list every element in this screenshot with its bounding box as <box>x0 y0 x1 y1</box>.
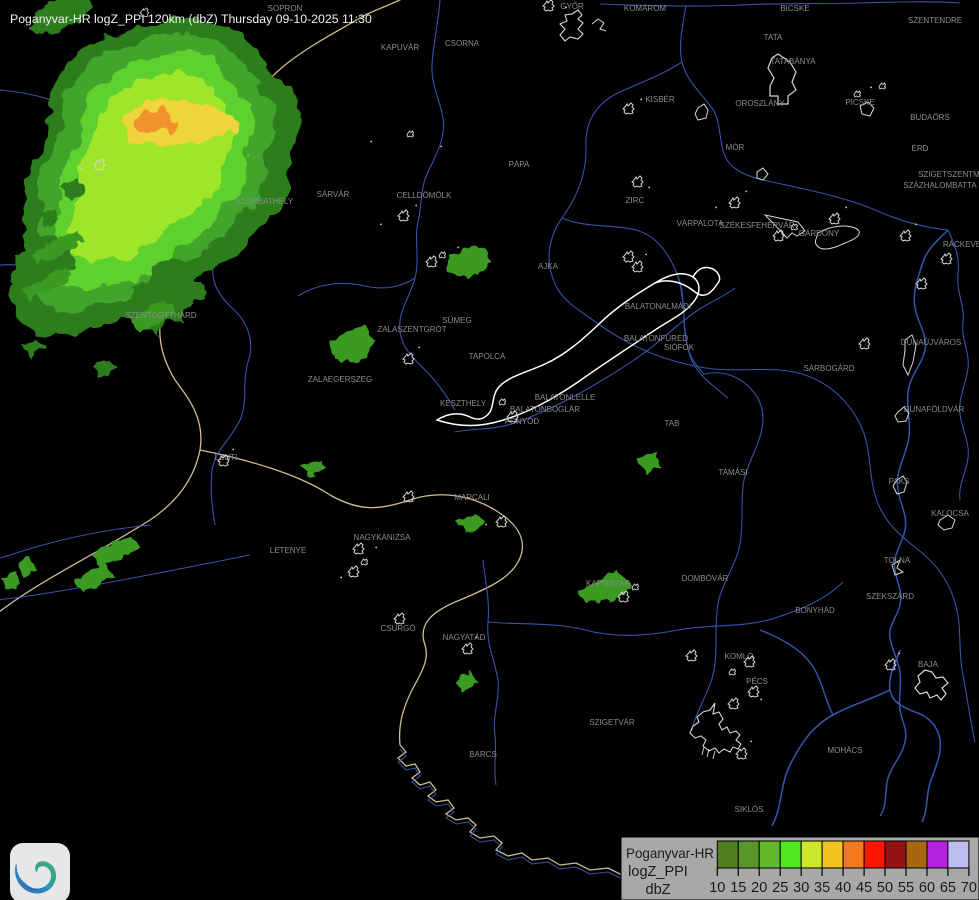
svg-text:SOPRON: SOPRON <box>268 4 303 13</box>
svg-text:SZOMBATHELY: SZOMBATHELY <box>235 197 294 206</box>
svg-text:VÁRPALOTA: VÁRPALOTA <box>677 219 724 228</box>
svg-text:PICSKE: PICSKE <box>845 98 874 107</box>
svg-text:ZALASZENTGRÓT: ZALASZENTGRÓT <box>377 325 446 334</box>
svg-text:Poganyvar-HR: Poganyvar-HR <box>626 845 714 861</box>
svg-text:60: 60 <box>919 880 935 896</box>
svg-text:TOLNA: TOLNA <box>884 556 911 565</box>
svg-text:logZ_PPI: logZ_PPI <box>628 864 688 880</box>
svg-text:TAMÁSI: TAMÁSI <box>718 468 747 477</box>
svg-text:TATA: TATA <box>764 33 783 42</box>
svg-text:KAPOSVÁR: KAPOSVÁR <box>586 579 630 588</box>
svg-text:20: 20 <box>751 880 767 896</box>
svg-text:KOMÁROM: KOMÁROM <box>624 4 667 13</box>
svg-text:65: 65 <box>940 880 956 896</box>
svg-text:PAKS: PAKS <box>889 477 910 486</box>
svg-text:TAPOLCA: TAPOLCA <box>469 352 506 361</box>
svg-text:AJKA: AJKA <box>538 262 559 271</box>
svg-text:10: 10 <box>709 880 725 896</box>
svg-text:RÁCKEVE: RÁCKEVE <box>943 240 979 249</box>
svg-text:BALATONBOGLÁR: BALATONBOGLÁR <box>510 405 580 414</box>
svg-text:OROSZLÁNY: OROSZLÁNY <box>735 99 785 108</box>
svg-text:35: 35 <box>814 880 830 896</box>
svg-text:CSURGÓ: CSURGÓ <box>380 624 415 633</box>
svg-text:25: 25 <box>772 880 788 896</box>
svg-text:50: 50 <box>877 880 893 896</box>
svg-text:55: 55 <box>898 880 914 896</box>
svg-text:SZIGETVÁR: SZIGETVÁR <box>589 718 635 727</box>
svg-text:SZENTGOTTHÁRD: SZENTGOTTHÁRD <box>125 311 196 320</box>
svg-text:BALATONALMÁDI: BALATONALMÁDI <box>625 302 691 311</box>
svg-text:CSORNA: CSORNA <box>445 39 480 48</box>
svg-text:ZIRC: ZIRC <box>626 196 645 205</box>
svg-text:SZIGETSZENTM.: SZIGETSZENTM. <box>918 170 979 179</box>
svg-text:KISBÉR: KISBÉR <box>645 95 675 104</box>
svg-text:BARCS: BARCS <box>469 750 497 759</box>
svg-text:GYŐR: GYŐR <box>560 2 584 11</box>
svg-text:BICSKE: BICSKE <box>780 4 809 13</box>
svg-text:SZÁZHALOMBATTA: SZÁZHALOMBATTA <box>903 181 977 190</box>
svg-text:NAGYATÁD: NAGYATÁD <box>443 633 486 642</box>
svg-text:Poganyvar-HR logZ_PPI 120km (d: Poganyvar-HR logZ_PPI 120km (dbZ) Thursd… <box>10 12 372 26</box>
svg-text:LETENYE: LETENYE <box>270 546 306 555</box>
svg-text:SZENTENDRE: SZENTENDRE <box>908 16 962 25</box>
svg-text:KOMLÓ: KOMLÓ <box>725 652 754 661</box>
svg-text:PÉCS: PÉCS <box>746 677 768 686</box>
svg-text:SÜMEG: SÜMEG <box>442 316 471 325</box>
svg-text:DUNAFÖLDVÁR: DUNAFÖLDVÁR <box>904 405 965 414</box>
svg-text:GÁRDONY: GÁRDONY <box>799 229 840 238</box>
svg-text:BAJA: BAJA <box>918 660 939 669</box>
svg-text:30: 30 <box>793 880 809 896</box>
svg-text:BUDAÖRS: BUDAÖRS <box>910 113 950 122</box>
svg-text:ZALAEGERSZEG: ZALAEGERSZEG <box>308 375 372 384</box>
svg-text:DUNAÚJVÁROS: DUNAÚJVÁROS <box>901 338 961 347</box>
svg-text:40: 40 <box>835 880 851 896</box>
svg-text:KESZTHELY: KESZTHELY <box>440 399 487 408</box>
svg-text:dbZ: dbZ <box>646 882 671 898</box>
svg-text:MARCALI: MARCALI <box>454 493 490 502</box>
svg-text:PÁPA: PÁPA <box>509 160 530 169</box>
svg-text:TATABÁNYA: TATABÁNYA <box>770 57 816 66</box>
svg-text:DOMBÓVÁR: DOMBÓVÁR <box>682 574 729 583</box>
svg-text:ÉRD: ÉRD <box>912 144 929 153</box>
svg-text:BALATONLELLE: BALATONLELLE <box>535 393 596 402</box>
svg-text:SIKLÓS: SIKLÓS <box>735 805 764 814</box>
svg-text:SÁRVÁR: SÁRVÁR <box>317 190 350 199</box>
svg-text:SZÉKESFEHÉRVÁR: SZÉKESFEHÉRVÁR <box>720 221 795 230</box>
svg-text:KALOCSA: KALOCSA <box>931 509 969 518</box>
svg-text:KAPUVÁR: KAPUVÁR <box>381 43 419 52</box>
svg-text:BONYHÁD: BONYHÁD <box>795 606 835 615</box>
svg-text:CELLDÖMÖLK: CELLDÖMÖLK <box>397 191 452 200</box>
svg-text:45: 45 <box>856 880 872 896</box>
svg-text:BALATONFÜRED: BALATONFÜRED <box>624 334 688 343</box>
svg-text:SZEKSZÁRD: SZEKSZÁRD <box>866 592 914 601</box>
svg-text:70: 70 <box>961 880 977 896</box>
svg-text:TAB: TAB <box>665 419 680 428</box>
svg-text:NAGYKANIZSA: NAGYKANIZSA <box>354 533 412 542</box>
svg-text:SIÓFOK: SIÓFOK <box>664 343 695 352</box>
svg-text:MOHÁCS: MOHÁCS <box>827 746 862 755</box>
svg-text:SÁRBOGÁRD: SÁRBOGÁRD <box>803 364 854 373</box>
svg-text:15: 15 <box>730 880 746 896</box>
svg-text:MÓR: MÓR <box>726 143 745 152</box>
